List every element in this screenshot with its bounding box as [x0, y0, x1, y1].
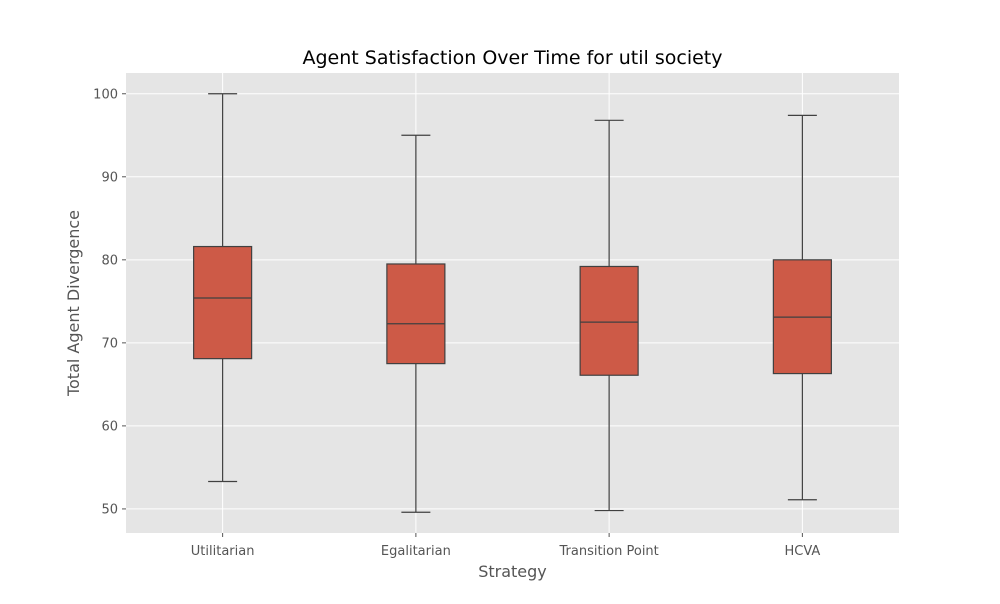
boxes [193, 93, 832, 513]
box-iqr [579, 265, 639, 376]
box-iqr [386, 263, 446, 365]
x-tick-label: Egalitarian [381, 544, 451, 559]
y-tick-label: 70 [101, 336, 118, 351]
x-tick-label: Utilitarian [191, 544, 255, 559]
box-iqr [193, 245, 253, 360]
chart-title: Agent Satisfaction Over Time for util so… [303, 47, 723, 69]
x-tick-label: Transition Point [558, 544, 658, 559]
y-tick-label: 50 [101, 502, 118, 517]
box-group [579, 119, 639, 512]
y-tick-label: 80 [101, 253, 118, 268]
y-tick-label: 90 [101, 170, 118, 185]
y-tick-label: 60 [101, 419, 118, 434]
y-tick-label: 100 [93, 87, 118, 102]
box-group [772, 114, 832, 501]
box-group [386, 134, 446, 513]
box-group [193, 93, 253, 483]
tick-labels: 50 60 70 80 90 100 Utilitarian Egalitarian Trans… [93, 87, 820, 559]
plot-area-background [126, 73, 899, 533]
x-tick-label: HCVA [784, 544, 820, 559]
x-axis-label: Strategy [478, 562, 547, 581]
y-axis-label: Total Agent Divergence [64, 210, 83, 397]
